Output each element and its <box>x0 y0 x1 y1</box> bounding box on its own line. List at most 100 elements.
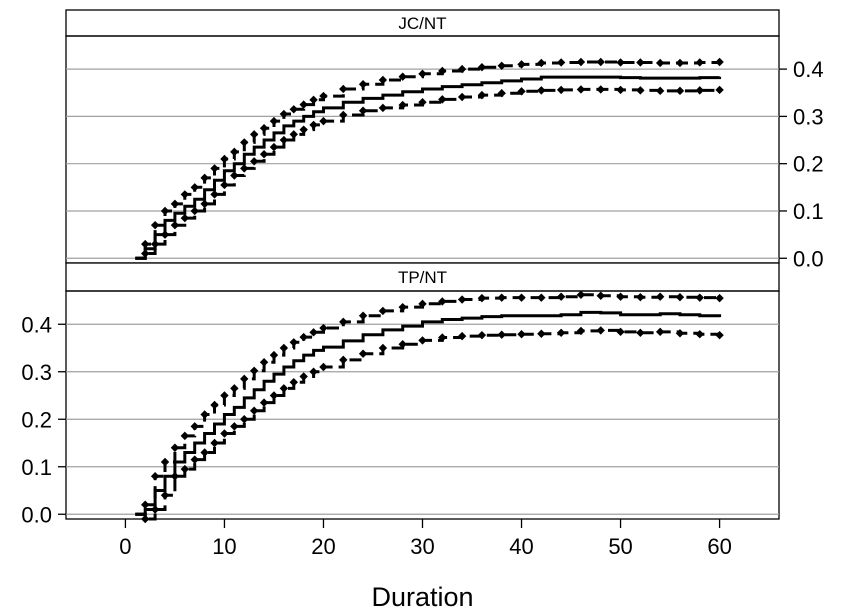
panel-1-upper-point <box>309 95 318 105</box>
panel-1-upper-point <box>537 58 546 68</box>
panel-1-strip <box>65 9 780 37</box>
panel-2-upper-point <box>695 293 704 302</box>
panel-2-upper-point <box>299 332 308 342</box>
panel-2-lower-point <box>220 429 229 438</box>
panel-1-lower-point <box>210 190 219 199</box>
panel-1-upper-point <box>170 199 180 209</box>
panel-2-upper-point <box>576 290 586 299</box>
panel-2-lower-point <box>190 455 199 464</box>
panel-2-lower-point <box>616 327 625 337</box>
panel-1-upper-point <box>220 154 229 164</box>
panel-1-lower-point <box>715 85 724 95</box>
panel-2-upper-point <box>675 292 685 302</box>
panel-1-upper-point <box>556 58 566 67</box>
panel-2-lower-point <box>596 326 605 335</box>
panel-2-upper-point <box>190 422 199 431</box>
panel-1-upper-point <box>675 58 685 68</box>
panel-2-lower-point <box>358 349 368 358</box>
panel-1-lower-point <box>477 90 487 100</box>
panel-2-lower-point <box>160 491 170 500</box>
panel-2-y-axis: 0.0 0.1 0.2 0.3 0.4 <box>21 312 66 527</box>
x-axis-title: Duration <box>371 582 473 612</box>
panel-2-lower-point <box>636 328 645 337</box>
panel-1-y-tick-label: 0.4 <box>793 57 824 82</box>
panel-1-lower-point <box>200 199 209 209</box>
panel-1-upper-point <box>576 57 586 67</box>
panel-2-lower-point <box>309 367 318 376</box>
panel-1-lower-point <box>438 95 447 104</box>
panel-2-upper-point <box>556 292 566 301</box>
panel-2-upper-point <box>715 293 724 303</box>
panel-2-lower-point <box>269 391 279 400</box>
panel-1-strip-label: JC/NT <box>398 14 446 33</box>
panel-1-upper-point <box>240 138 249 147</box>
panel-1-upper-point <box>378 75 388 85</box>
panel-2-lower-point <box>230 422 239 431</box>
panel-2-y-tick-label: 0.2 <box>21 407 52 432</box>
panel-1-lower-point <box>180 213 190 223</box>
panel-1-series <box>135 57 724 260</box>
panel-1-lower-point <box>220 180 229 190</box>
panel-1-lower-point <box>230 171 239 180</box>
panel-1-lower-point <box>339 110 348 120</box>
panel-1-upper-point <box>715 57 724 67</box>
panel-1-lower-point <box>616 85 625 95</box>
panel-1-upper-point <box>438 66 447 76</box>
panel-2-upper-point <box>200 410 209 419</box>
panel-1-lower-point <box>517 87 526 96</box>
panel-1-upper-point <box>150 220 160 230</box>
panel-2-series <box>135 290 724 524</box>
x-tick-label: 50 <box>608 534 632 559</box>
panel-1-lower-point <box>358 106 368 115</box>
panel-1-upper-point <box>230 147 239 157</box>
panel-2-y-tick-label: 0.1 <box>21 455 52 480</box>
panel-2-upper-point <box>309 328 318 337</box>
panel-2-lower-point <box>517 330 526 339</box>
panel-2-lower-point <box>715 330 724 340</box>
panel-2-upper-line <box>135 293 722 516</box>
panel-1-lower-point <box>309 120 318 130</box>
panel-2-lower-point <box>675 329 685 338</box>
panel-2-upper-point <box>210 400 219 410</box>
panel-2-lower-point <box>141 514 150 524</box>
panel-2-upper-point <box>418 299 427 309</box>
panel-2-upper-point <box>517 293 526 302</box>
panel-2-lower-point <box>576 326 586 336</box>
panel-1-upper-point <box>695 58 704 67</box>
panel-1-lower-point <box>249 157 259 166</box>
x-tick-label: 30 <box>410 534 434 559</box>
panel-1-lower-point <box>556 85 566 95</box>
panel-1-upper-point <box>160 206 170 216</box>
panel-2-lower-point <box>378 343 388 353</box>
panel-2-y-tick-label: 0.0 <box>21 502 52 527</box>
panel-2-lower-point <box>249 406 259 415</box>
panel-2-lower-point <box>279 384 289 393</box>
panel-1-lower-point <box>596 85 605 94</box>
panel-2-lower-point <box>240 415 249 424</box>
panel-1-lower-point <box>675 86 685 96</box>
panel-2-gridlines <box>66 323 779 515</box>
panel-2-upper-point <box>457 295 467 304</box>
panel-2-lower-point <box>150 505 160 514</box>
panel-jc-nt: JC/NT 0.0 0.1 0.2 0.3 0.4 <box>65 9 824 271</box>
panel-2-lower-point <box>556 328 566 337</box>
panel-2-upper-point <box>596 291 605 300</box>
panel-2-upper-point <box>279 343 289 353</box>
panel-1-lower-point <box>457 92 467 102</box>
panel-2-lower-point <box>537 329 546 338</box>
panel-2-upper-point <box>477 293 487 303</box>
panel-2-lower-point <box>418 336 427 345</box>
panel-1-y-tick-label: 0.2 <box>793 152 824 177</box>
panel-1-lower-point <box>655 86 665 96</box>
panel-1-y-tick-label: 0.1 <box>793 199 824 224</box>
panel-1-lower-point <box>497 89 506 98</box>
panel-1-upper-point <box>636 58 645 67</box>
panel-1-upper-point <box>497 61 506 70</box>
panel-2-upper-point <box>339 317 348 327</box>
x-axis: 0 10 20 30 40 50 60 <box>119 519 732 559</box>
panel-1-upper-point <box>398 72 407 81</box>
panel-1-lower-point <box>636 86 645 95</box>
panel-2-upper-point <box>180 431 190 441</box>
panel-2-upper-point <box>249 366 259 375</box>
